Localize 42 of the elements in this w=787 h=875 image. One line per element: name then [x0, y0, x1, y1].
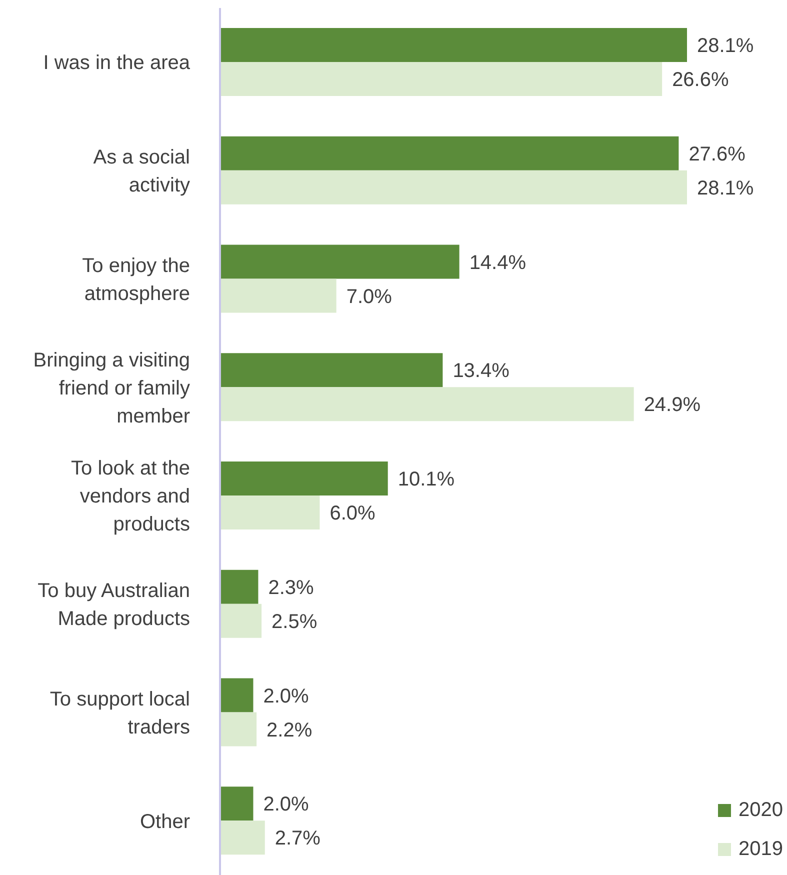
- bar: [220, 244, 460, 279]
- y-tick-label: To buy Australian Made products: [38, 580, 190, 630]
- legend-label: 2019: [738, 838, 783, 861]
- y-tick-label: To enjoy the atmosphere: [82, 254, 190, 305]
- data-label: 27.6%: [688, 143, 746, 166]
- bar: [220, 278, 336, 313]
- bar: [220, 820, 265, 855]
- data-label: 2.2%: [266, 719, 312, 742]
- legend-label: 2020: [738, 799, 783, 822]
- data-label: 10.1%: [398, 468, 455, 491]
- y-tick-label: To look at the vendors and products: [71, 458, 190, 536]
- bar: [220, 387, 634, 422]
- data-label: 28.1%: [697, 35, 754, 58]
- data-label: 6.0%: [330, 502, 376, 525]
- data-label: 2.7%: [274, 828, 321, 850]
- bar: [220, 786, 254, 821]
- bar: [220, 462, 388, 496]
- y-tick-label: Bringing a visiting friend or family member: [33, 349, 190, 428]
- y-tick-label: As a social activity: [93, 146, 190, 197]
- y-tick-label: Other: [140, 810, 190, 833]
- bar: [220, 604, 262, 638]
- y-tick-label: I was in the area: [43, 52, 191, 74]
- bar: [220, 496, 320, 530]
- bar: [220, 170, 687, 204]
- bar: [220, 712, 257, 746]
- data-label: 26.6%: [672, 69, 729, 92]
- data-label: 28.1%: [697, 177, 754, 200]
- bar: [220, 136, 679, 170]
- bar: [220, 570, 258, 604]
- y-tick-label: To support local traders: [50, 688, 190, 738]
- data-label: 2.3%: [268, 576, 314, 599]
- data-label: 2.0%: [263, 685, 310, 708]
- bar: [220, 353, 443, 388]
- data-label: 13.4%: [452, 360, 510, 382]
- data-label: 2.5%: [272, 610, 318, 633]
- bar: [220, 28, 687, 62]
- bar: [220, 62, 662, 96]
- data-label: 2.0%: [263, 794, 310, 816]
- bar: [220, 678, 254, 712]
- data-label: 7.0%: [346, 286, 392, 308]
- data-label: 14.4%: [469, 252, 526, 274]
- data-label: 24.9%: [644, 394, 701, 416]
